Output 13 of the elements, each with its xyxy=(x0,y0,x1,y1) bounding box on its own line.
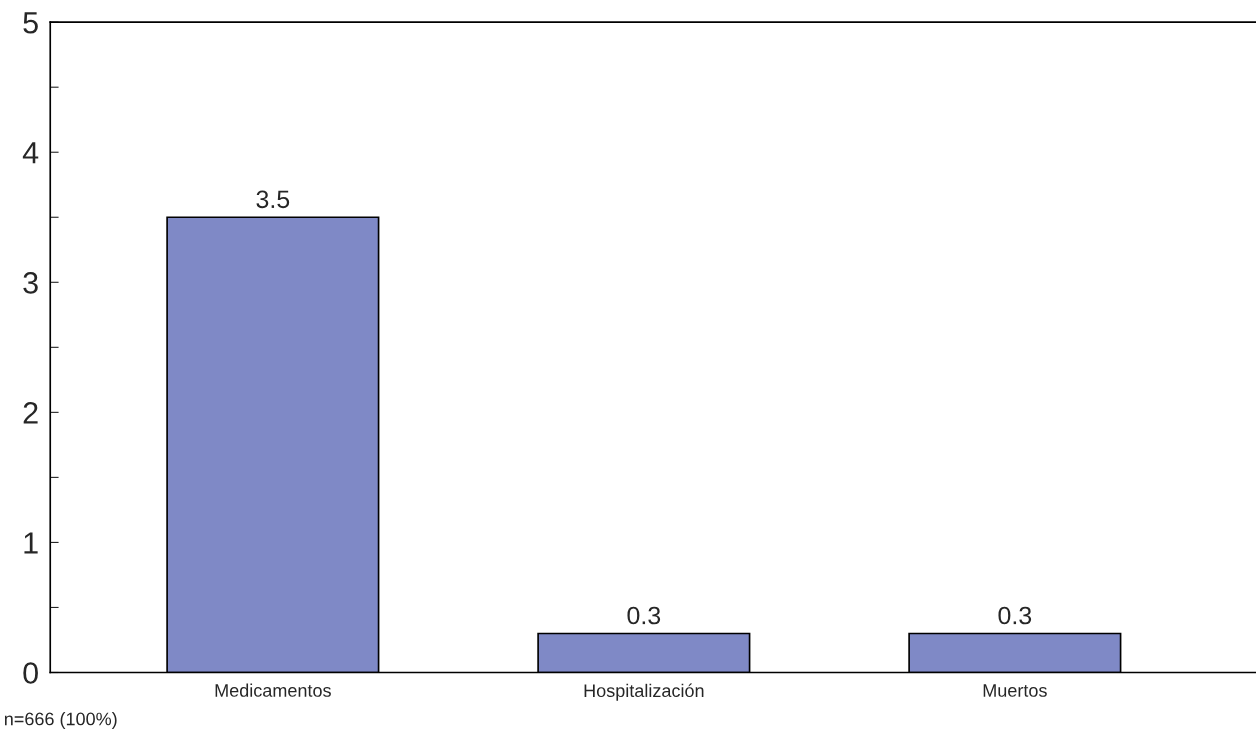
text: n=666 (100%) xyxy=(4,712,117,729)
x-tick-label: Hospitalización xyxy=(584,683,704,701)
data-label: 0.3 xyxy=(627,606,661,625)
y-tick-label: 5 xyxy=(23,12,38,34)
y-tick-label: 3 xyxy=(23,272,38,294)
x-tick-label: Muertos xyxy=(983,684,1047,697)
x-tick-label: Medicamentos xyxy=(215,683,331,697)
data-label: 3.5 xyxy=(256,190,290,209)
y-tick-label: 1 xyxy=(24,532,38,554)
data-label: 0.3 xyxy=(998,606,1032,625)
y-tick-label: 2 xyxy=(23,402,38,424)
y-tick-label: 4 xyxy=(22,142,39,164)
y-tick-label: 0 xyxy=(23,662,38,684)
